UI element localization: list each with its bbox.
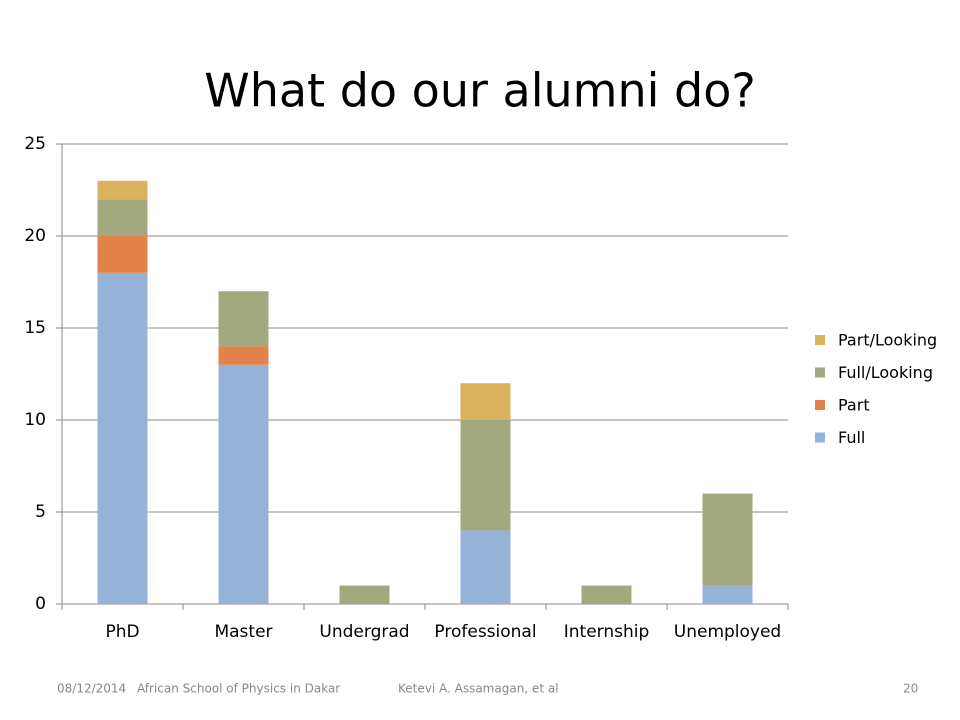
footer-date: 08/12/2014	[57, 682, 126, 696]
y-tick-label: 5	[35, 502, 46, 522]
footer-event: African School of Physics in Dakar	[137, 682, 340, 696]
legend-label: Part/Looking	[838, 331, 937, 350]
bar-segment	[97, 236, 148, 273]
bar-segment	[581, 585, 632, 604]
x-tick-label: Professional	[434, 622, 536, 642]
y-tick-label: 10	[24, 410, 46, 430]
bar-segment	[97, 272, 148, 604]
legend-swatch	[815, 432, 825, 443]
bar-segment	[460, 420, 511, 531]
legend-label: Part	[838, 396, 870, 415]
y-tick-label: 15	[24, 318, 46, 338]
bar-segment	[218, 291, 269, 347]
x-tick-label: Master	[214, 622, 272, 642]
bar-segment	[460, 530, 511, 604]
bar-segment	[218, 346, 269, 365]
bar-segment	[702, 493, 753, 586]
footer-page: 20	[903, 682, 918, 696]
bar-segment	[702, 585, 753, 604]
bar-segment	[97, 199, 148, 236]
x-tick-label: Internship	[564, 622, 650, 642]
bar-segment	[339, 585, 390, 604]
y-tick-label: 20	[24, 226, 46, 246]
y-tick-label: 25	[24, 134, 46, 154]
bar-segment	[97, 180, 148, 200]
bar-segment	[218, 364, 269, 604]
x-tick-label: Unemployed	[674, 622, 781, 642]
legend-swatch	[815, 400, 825, 410]
footer-author: Ketevi A. Assamagan, et al	[398, 682, 559, 696]
legend-swatch	[815, 367, 825, 378]
x-tick-label: Undergrad	[319, 622, 409, 642]
y-tick-label: 0	[35, 594, 46, 614]
legend-swatch	[815, 335, 825, 345]
chart-title: What do our alumni do?	[204, 64, 756, 118]
legend-label: Full	[838, 428, 865, 447]
bar-segment	[460, 383, 511, 420]
x-tick-label: PhD	[105, 622, 139, 642]
legend-label: Full/Looking	[838, 363, 933, 382]
